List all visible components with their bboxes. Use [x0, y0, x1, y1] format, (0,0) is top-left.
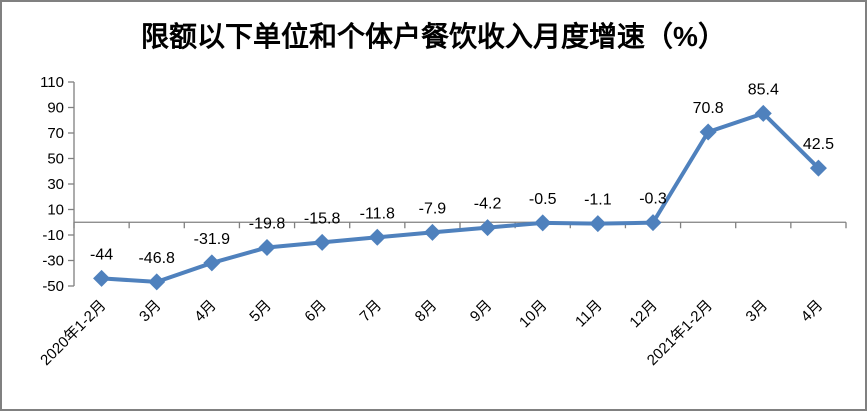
x-tick-label: 3月: [136, 297, 165, 326]
y-tick-label: -30: [42, 253, 64, 270]
x-tick-label: 12月: [626, 297, 660, 331]
data-point-marker: [258, 238, 276, 256]
data-point-marker: [809, 159, 827, 177]
data-point-marker: [148, 273, 166, 291]
data-point-label: 70.8: [693, 100, 724, 117]
data-point-label: -44: [90, 246, 113, 263]
x-tick-label: 4月: [191, 297, 220, 326]
x-tick-label: 9月: [467, 297, 496, 326]
data-point-label: -11.8: [360, 205, 395, 222]
x-tick-label: 6月: [301, 297, 330, 326]
data-point-marker: [203, 254, 221, 272]
data-point-label: 42.5: [803, 136, 834, 153]
x-tick-label: 5月: [246, 297, 275, 326]
data-point-marker: [423, 223, 441, 241]
data-point-label: -7.9: [419, 200, 447, 217]
y-tick-label: -10: [42, 227, 64, 244]
data-point-marker: [534, 214, 552, 232]
x-tick-label: 8月: [412, 297, 441, 326]
data-point-marker: [699, 123, 717, 141]
data-point-label: -0.3: [639, 191, 667, 208]
data-point-marker: [368, 228, 386, 246]
x-tick-label: 10月: [516, 297, 550, 331]
data-point-label: -31.9: [194, 231, 231, 248]
data-point-label: -19.8: [249, 215, 286, 232]
y-tick-label: 30: [47, 176, 64, 193]
data-point-label: 85.4: [748, 81, 779, 98]
data-point-label: -15.8: [304, 210, 341, 227]
series-line: [99, 111, 821, 284]
data-point-marker: [93, 269, 111, 287]
x-tick-label: 2020年1-2月: [37, 297, 109, 369]
y-tick-label: 110: [40, 74, 64, 91]
data-point-label: -46.8: [138, 250, 175, 267]
y-tick-label: 90: [47, 100, 64, 117]
y-tick-label: 50: [47, 151, 64, 168]
x-tick-label: 3月: [743, 297, 772, 326]
y-tick-label: 70: [47, 125, 64, 142]
x-tick-label: 11月: [572, 297, 606, 331]
data-point-label: -0.5: [529, 191, 557, 208]
x-tick-label: 4月: [798, 297, 827, 326]
data-point-marker: [479, 219, 497, 237]
data-point-label: -4.2: [474, 196, 502, 213]
y-tick-label: -50: [42, 278, 64, 295]
data-point-marker: [589, 215, 607, 233]
chart-title: 限额以下单位和个体户餐饮收入月度增速（%）: [141, 21, 726, 52]
y-tick-label: 10: [47, 202, 64, 219]
data-point-label: -1.1: [584, 192, 612, 209]
data-point-marker: [644, 214, 662, 232]
data-point-marker: [754, 104, 772, 122]
data-point-marker: [313, 233, 331, 251]
x-tick-label: 7月: [357, 297, 386, 326]
